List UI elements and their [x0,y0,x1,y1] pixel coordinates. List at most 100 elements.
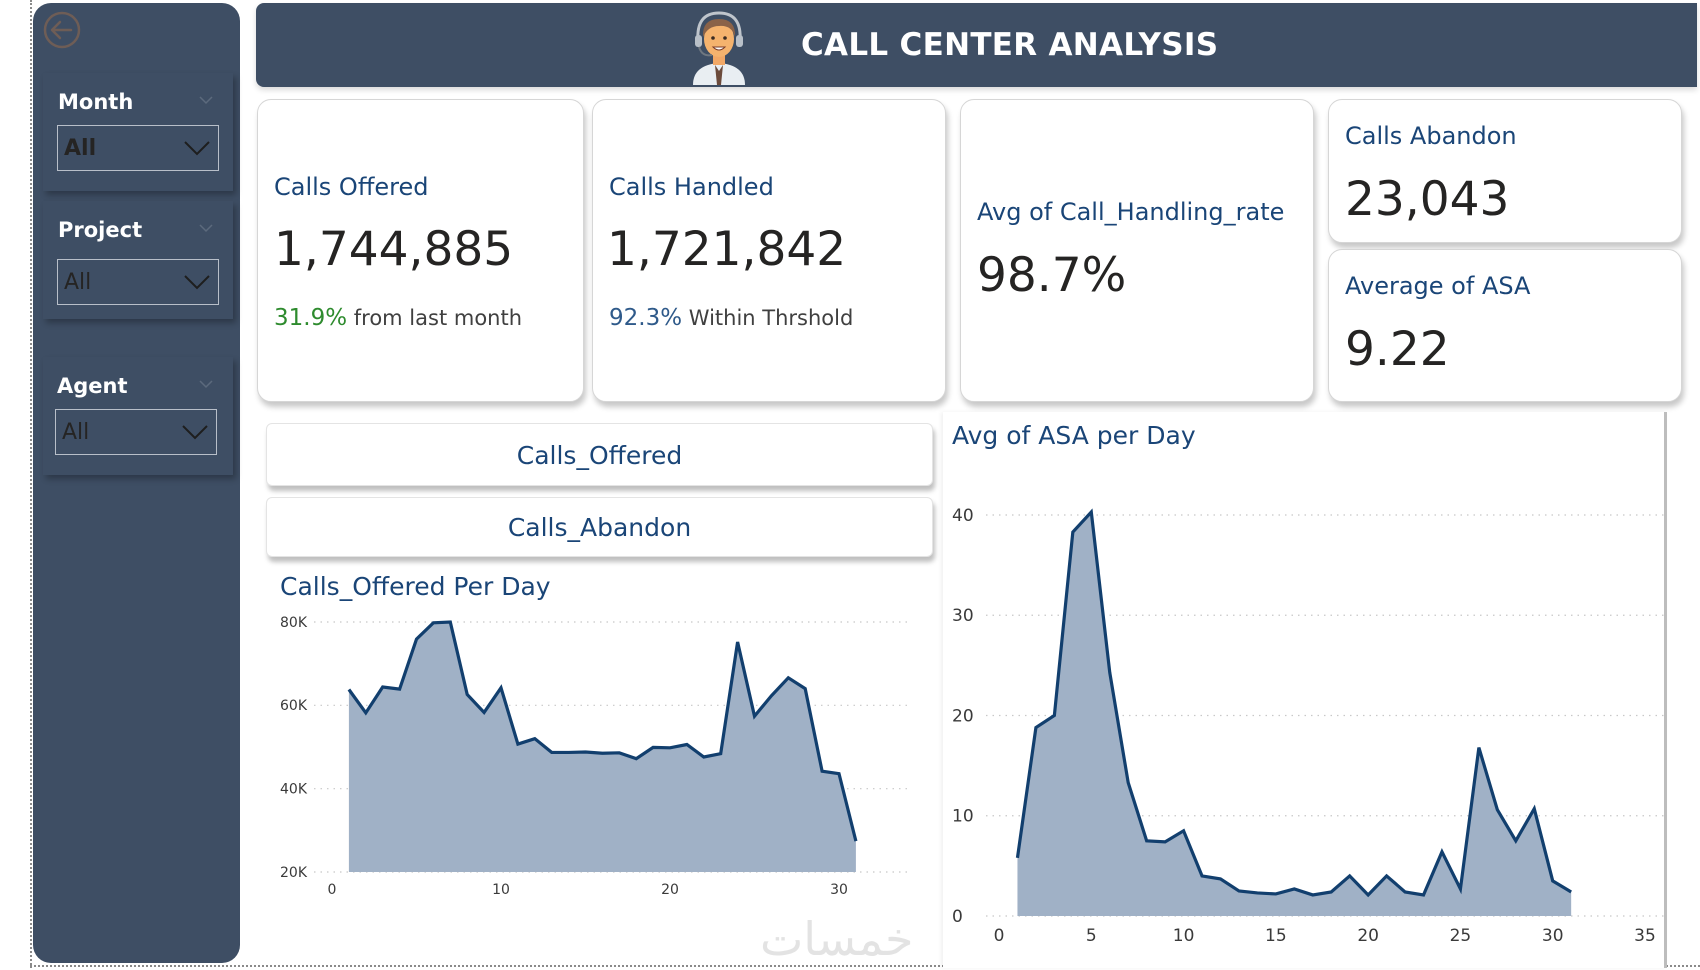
kpi-title: Avg of Call_Handling_rate [977,198,1285,226]
data-point[interactable] [1050,712,1058,720]
data-point[interactable] [1549,877,1557,885]
data-point[interactable] [1512,837,1520,845]
call-center-agent-icon [693,11,745,85]
data-point[interactable] [1567,888,1575,896]
data-point[interactable] [379,683,387,691]
data-point[interactable] [852,837,860,845]
calls-abandon-button[interactable]: Calls_Abandon [266,497,933,557]
x-tick-label: 5 [1086,926,1097,946]
data-point[interactable] [514,740,522,748]
calls-offered-button[interactable]: Calls_Offered [266,423,933,486]
data-point[interactable] [548,748,556,756]
project-dropdown-value: All [64,270,92,295]
series-line [1015,508,1572,898]
data-point[interactable] [565,748,573,756]
watermark: خمسات [760,912,914,966]
agent-dropdown[interactable]: All [55,409,217,455]
kpi-title: Calls Offered [274,173,429,201]
data-point[interactable] [1420,891,1428,899]
data-point[interactable] [1364,891,1372,899]
data-point[interactable] [446,618,454,626]
kpi-card-calls-handled: Calls Handled 1,721,842 92.3% Within Thr… [592,99,946,402]
kpi-value: 1,721,842 [607,222,847,277]
data-point[interactable] [531,735,539,743]
data-point[interactable] [1309,891,1317,899]
data-point[interactable] [1290,885,1298,893]
data-point[interactable] [751,712,759,720]
data-point[interactable] [1327,888,1335,896]
slicer-month-label: Month [58,90,134,114]
data-point[interactable] [582,748,590,756]
chevron-down-icon[interactable] [199,93,213,107]
data-point[interactable] [784,674,792,682]
x-tick-label: 15 [1265,926,1287,946]
data-point[interactable] [1401,888,1409,896]
data-point[interactable] [1013,854,1021,862]
y-tick-label: 40 [952,506,974,526]
chevron-down-icon [184,141,210,156]
chevron-down-icon [182,425,208,440]
data-point[interactable] [632,755,640,763]
project-dropdown[interactable]: All [57,259,219,305]
slicer-project-label: Project [58,218,143,242]
data-point[interactable] [767,692,775,700]
data-point[interactable] [1383,872,1391,880]
data-point[interactable] [1198,872,1206,880]
data-point[interactable] [345,686,353,694]
avg-asa-per-day-chart: 0 10 20 30 40 0 5 10 15 20 25 30 35 [952,506,1665,946]
data-point[interactable] [1216,875,1224,883]
arrow-left-circle-icon[interactable] [42,10,82,50]
data-point[interactable] [1032,724,1040,732]
chart-title-avg-asa: Avg of ASA per Day [952,421,1196,450]
x-tick-label: 10 [1173,926,1195,946]
data-point[interactable] [1253,889,1261,897]
data-point[interactable] [717,750,725,758]
data-point[interactable] [615,749,623,757]
data-point[interactable] [1106,668,1114,676]
x-tick-label: 35 [1634,926,1656,946]
data-point[interactable] [497,684,505,692]
data-point[interactable] [666,744,674,752]
data-point[interactable] [700,753,708,761]
chevron-down-icon [184,275,210,290]
kpi-card-avg-asa: Average of ASA 9.22 [1328,249,1682,402]
data-point[interactable] [463,691,471,699]
x-tick-label: 20 [661,882,679,898]
data-point[interactable] [683,741,691,749]
chevron-down-icon[interactable] [199,221,213,235]
data-point[interactable] [649,743,657,751]
data-point[interactable] [818,767,826,775]
data-point[interactable] [835,770,843,778]
area-fill [348,622,856,872]
kpi-title: Calls Handled [609,173,774,201]
data-point[interactable] [362,709,370,717]
data-point[interactable] [1346,872,1354,880]
y-tick-label: 60K [280,698,308,714]
data-point[interactable] [429,619,437,627]
data-point[interactable] [801,685,809,693]
data-point[interactable] [1180,827,1188,835]
data-point[interactable] [1124,779,1132,787]
x-tick-label: 30 [1542,926,1564,946]
data-point[interactable] [1530,805,1538,813]
y-tick-label: 10 [952,807,974,827]
slicer-agent-label: Agent [57,374,128,398]
data-point[interactable] [1438,848,1446,856]
data-point[interactable] [1475,744,1483,752]
data-point[interactable] [734,638,742,646]
page-title: CALL CENTER ANALYSIS [801,27,1219,63]
data-point[interactable] [1235,887,1243,895]
data-point[interactable] [1069,528,1077,536]
data-point[interactable] [413,635,421,643]
data-point[interactable] [1087,508,1095,516]
month-dropdown[interactable]: All [57,125,219,171]
data-point[interactable] [1272,890,1280,898]
data-point[interactable] [1161,838,1169,846]
chevron-down-icon[interactable] [199,377,213,391]
data-point[interactable] [598,749,606,757]
data-point[interactable] [480,708,488,716]
data-point[interactable] [1143,837,1151,845]
data-point[interactable] [396,685,404,693]
data-point[interactable] [1456,885,1464,893]
data-point[interactable] [1493,806,1501,814]
